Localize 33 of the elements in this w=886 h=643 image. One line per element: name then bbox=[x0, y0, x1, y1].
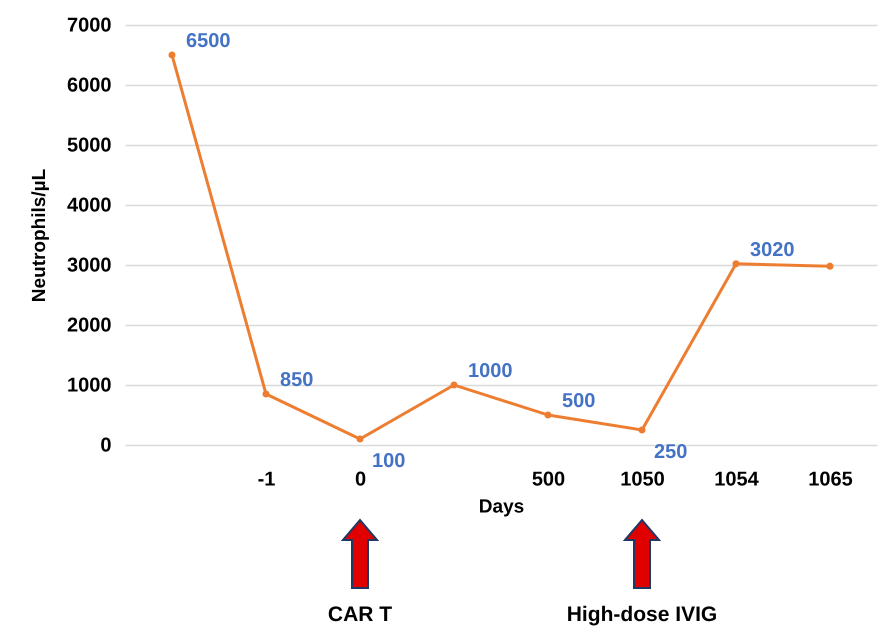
x-tick-label: 1050 bbox=[620, 468, 665, 490]
point bbox=[262, 390, 270, 398]
point bbox=[450, 381, 458, 389]
x-tick-label: 1054 bbox=[714, 468, 760, 490]
y-tick-label: 6000 bbox=[67, 74, 112, 96]
data-label: 3020 bbox=[750, 238, 794, 261]
y-tick-label: 2000 bbox=[67, 314, 112, 336]
y-tick-label: 5000 bbox=[67, 134, 112, 156]
y-tick-label: 1000 bbox=[67, 374, 112, 396]
y-tick-label: 0 bbox=[100, 434, 112, 456]
data-label: 500 bbox=[562, 390, 596, 412]
point bbox=[356, 435, 364, 443]
data-label: 6500 bbox=[186, 30, 230, 52]
x-tick-label: 0 bbox=[354, 468, 366, 490]
y-axis-title: Neutrophils/µL bbox=[29, 168, 50, 302]
data-label: 250 bbox=[654, 441, 688, 463]
point bbox=[638, 426, 646, 434]
x-axis-title: Days bbox=[478, 496, 524, 518]
point bbox=[168, 51, 176, 59]
y-tick-label: 3000 bbox=[67, 254, 112, 276]
y-tick-label: 4000 bbox=[67, 194, 112, 216]
x-tick-label: 1065 bbox=[808, 468, 853, 490]
data-label: 1000 bbox=[468, 360, 512, 382]
x-tick-label: 500 bbox=[532, 468, 566, 490]
point bbox=[544, 411, 552, 419]
x-tick-label: -1 bbox=[258, 468, 276, 490]
text: High-dose IVIG bbox=[566, 603, 718, 627]
text: CAR T bbox=[328, 603, 392, 627]
y-tick-label: 7000 bbox=[67, 14, 112, 36]
point bbox=[826, 262, 834, 270]
data-label: 850 bbox=[280, 369, 314, 391]
point bbox=[732, 260, 740, 268]
data-label: 100 bbox=[372, 450, 406, 472]
